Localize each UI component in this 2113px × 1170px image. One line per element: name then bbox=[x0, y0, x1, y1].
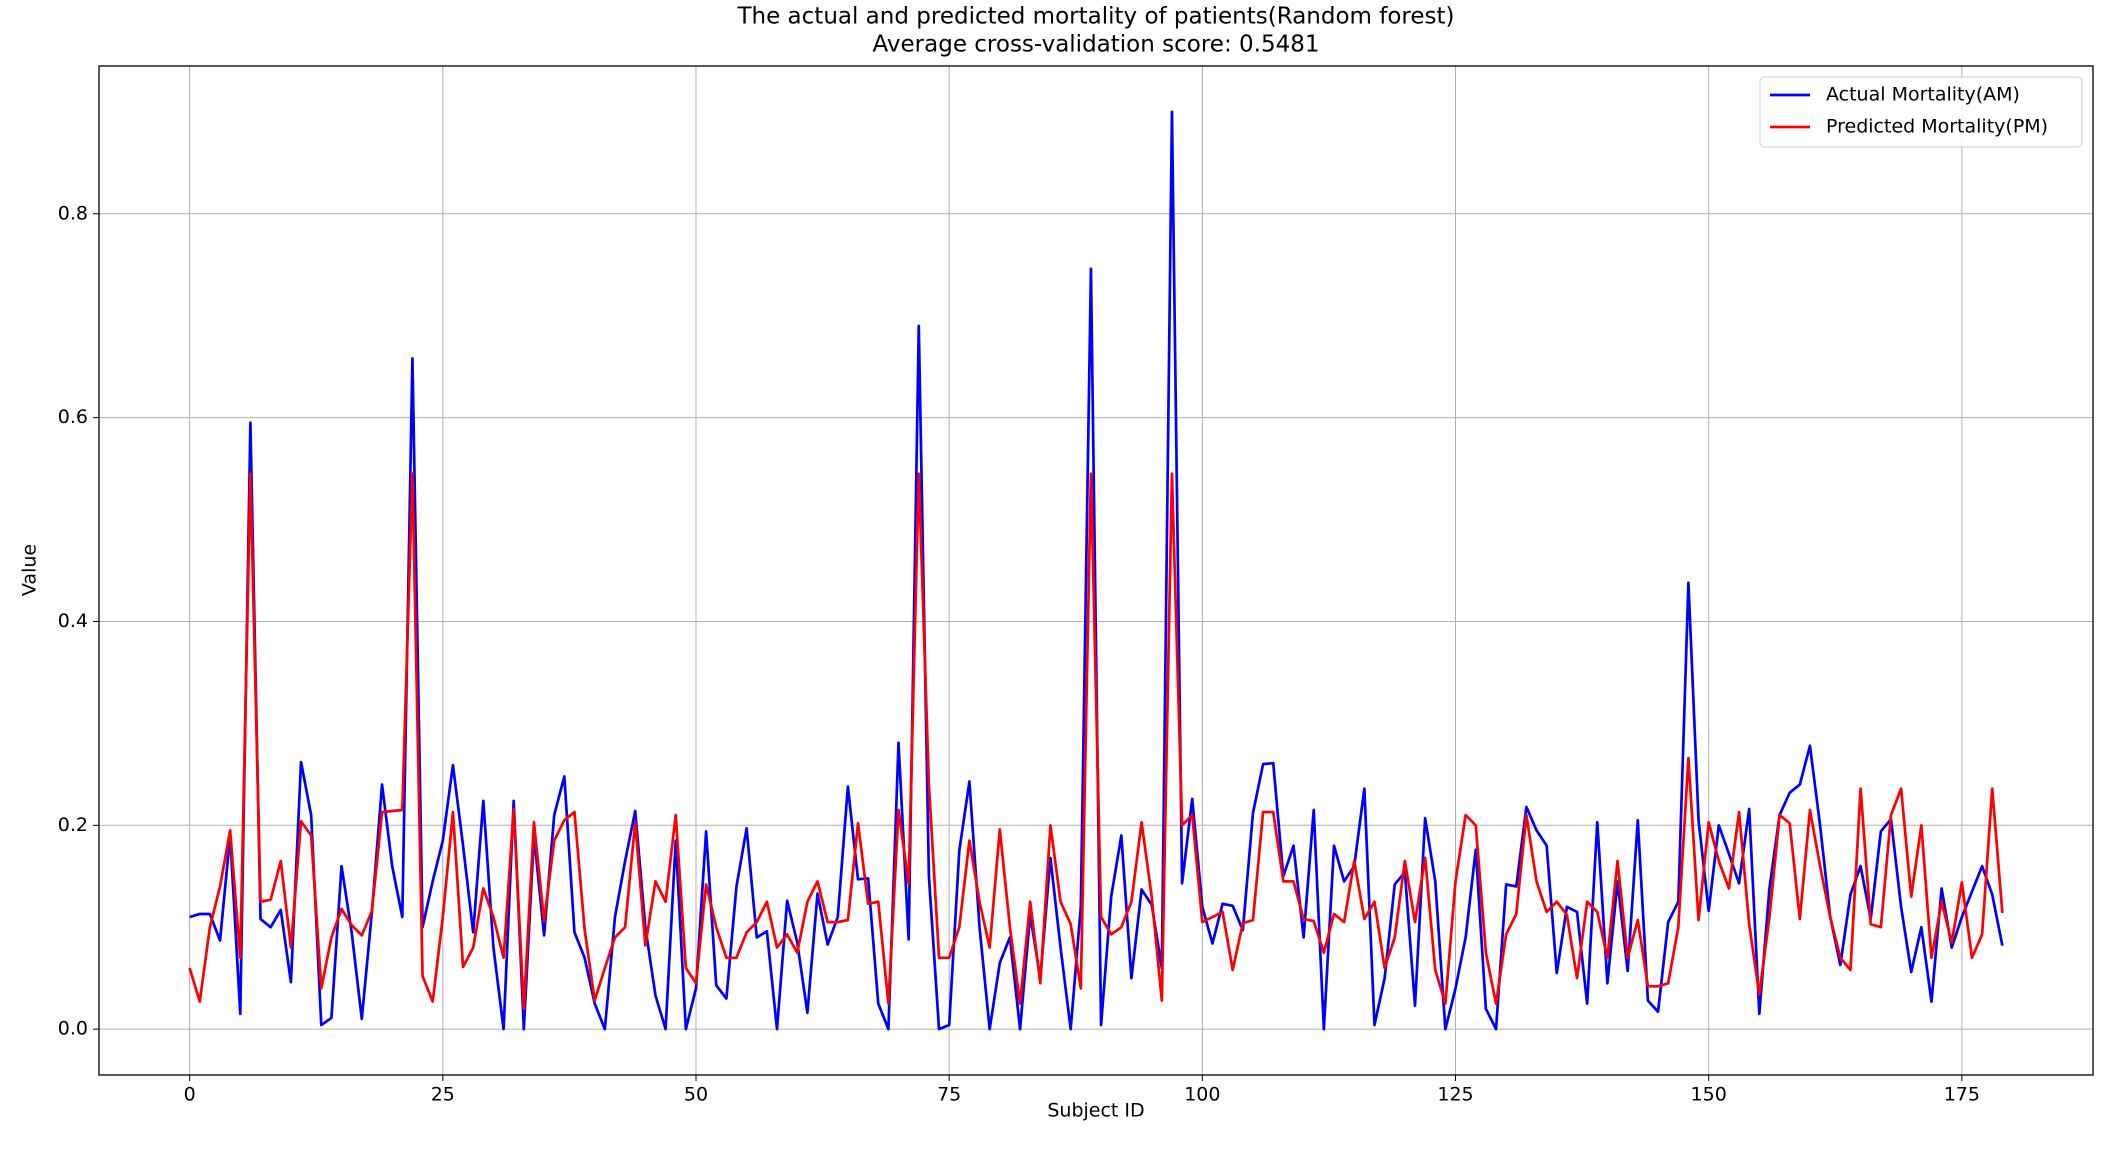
line-series bbox=[189, 110, 2004, 1031]
x-tick-label: 75 bbox=[937, 1084, 961, 1106]
y-axis-label: Value bbox=[19, 544, 41, 596]
chart-subtitle: Average cross-validation score: 0.5481 bbox=[873, 32, 1320, 58]
x-tick-label: 0 bbox=[184, 1084, 196, 1106]
y-tick-label: 0.0 bbox=[58, 1018, 88, 1040]
chart-title: The actual and predicted mortality of pa… bbox=[736, 4, 1454, 30]
y-tick-label: 0.2 bbox=[58, 814, 88, 836]
x-tick-label: 50 bbox=[684, 1084, 708, 1106]
line-series bbox=[188, 472, 2004, 1011]
x-axis-label: Subject ID bbox=[1047, 1100, 1144, 1122]
plot-frame bbox=[98, 65, 2094, 1076]
legend-label: Predicted Mortality(PM) bbox=[1826, 116, 2048, 138]
x-tick-label: 125 bbox=[1437, 1084, 1473, 1106]
legend-box bbox=[1759, 76, 2083, 148]
y-tick-label: 0.4 bbox=[58, 610, 88, 632]
x-tick-label: 100 bbox=[1184, 1084, 1220, 1106]
y-tick-label: 0.6 bbox=[58, 406, 88, 428]
y-tick-label: 0.8 bbox=[58, 202, 88, 224]
x-tick-label: 175 bbox=[1944, 1084, 1980, 1106]
legend-label: Actual Mortality(AM) bbox=[1826, 84, 2020, 106]
x-tick-label: 150 bbox=[1691, 1084, 1727, 1106]
x-tick-label: 25 bbox=[431, 1084, 455, 1106]
